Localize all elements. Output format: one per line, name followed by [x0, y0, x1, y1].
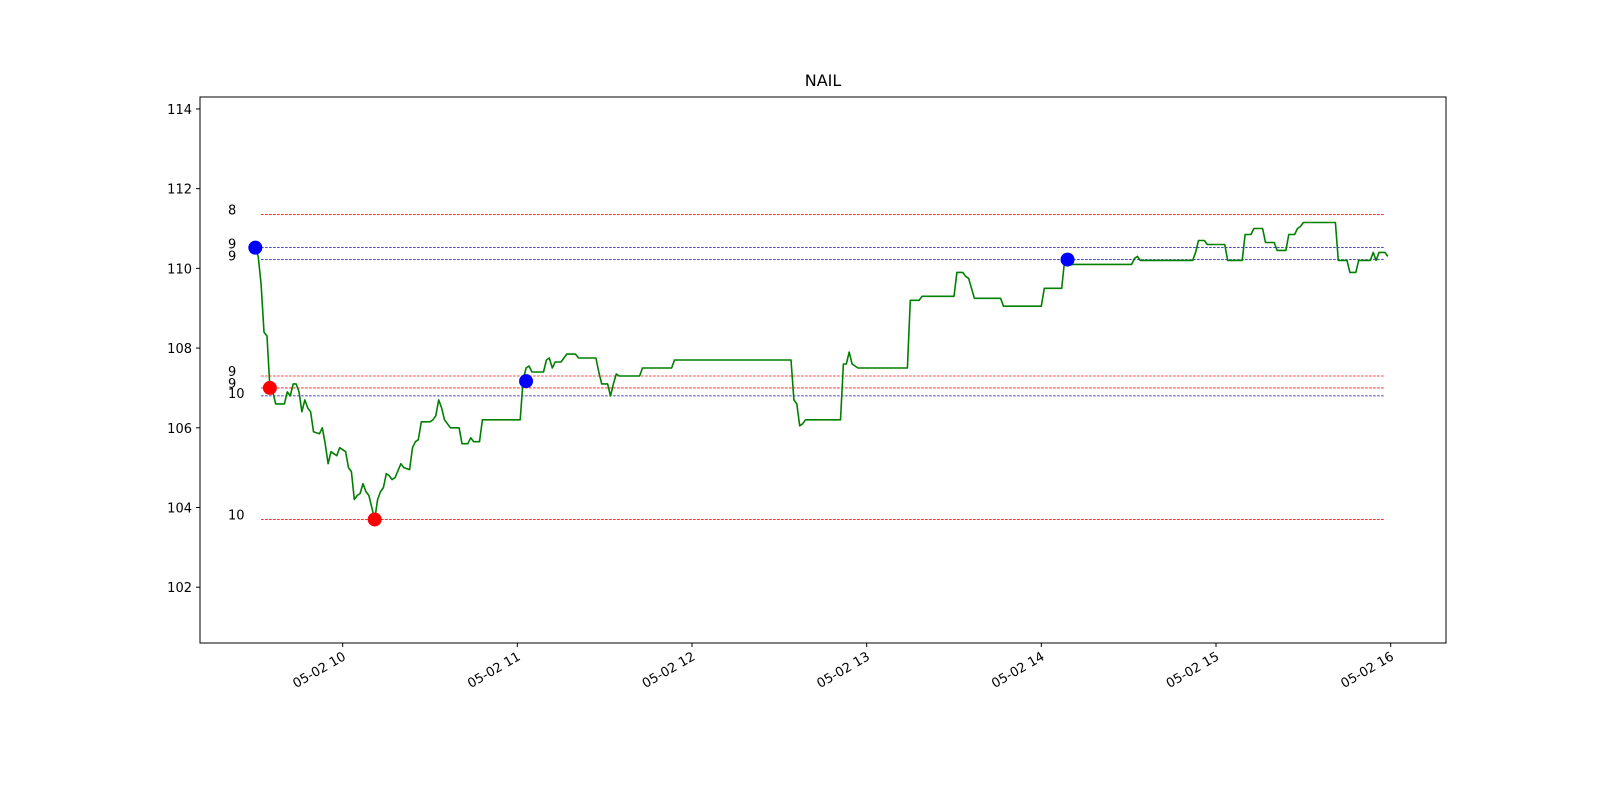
buy-marker: [519, 374, 534, 389]
y-tick-label: 114: [167, 103, 192, 118]
x-tick-label: 05-02 10: [291, 649, 349, 691]
sell-marker: [367, 512, 382, 527]
x-tick-label: 05-02 12: [640, 649, 698, 691]
plot-frame: [199, 96, 1447, 644]
y-tick-label: 108: [167, 342, 192, 357]
x-tick-label: 05-02 11: [465, 649, 523, 691]
level-label: 9: [228, 237, 236, 252]
buy-marker: [1060, 252, 1075, 267]
price-series: [254, 221, 1389, 521]
signal-markers: [248, 240, 1075, 527]
level-label: 9: [228, 249, 236, 264]
level-label: 9: [228, 365, 236, 380]
y-tick-label: 106: [167, 422, 192, 437]
y-tick-label: 110: [167, 262, 192, 277]
level-label: 9: [228, 377, 236, 392]
x-tick-label: 05-02 15: [1164, 649, 1222, 691]
x-tick-label: 05-02 14: [989, 649, 1047, 691]
sell-marker: [262, 380, 277, 395]
buy-marker: [248, 240, 263, 255]
y-tick-label: 112: [167, 183, 192, 198]
chart-title: NAIL: [805, 71, 842, 90]
level-label: 10: [228, 508, 245, 523]
price-line: [254, 221, 1389, 521]
level-label: 8: [228, 204, 236, 219]
level-label: 10: [228, 387, 245, 402]
y-tick-label: 104: [167, 501, 192, 516]
y-tick-label: 102: [167, 581, 192, 596]
x-tick-label: 05-02 13: [815, 649, 873, 691]
x-tick-label: 05-02 16: [1339, 649, 1397, 691]
